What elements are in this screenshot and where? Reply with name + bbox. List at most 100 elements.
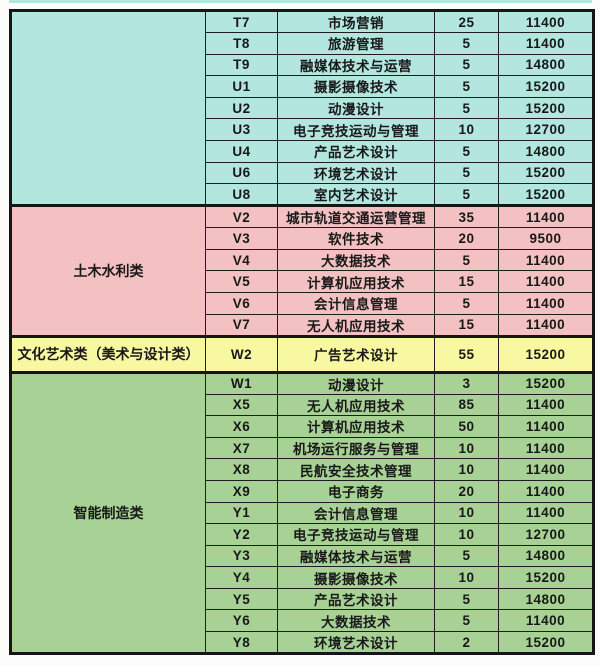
major-cell: 计算机应用技术 xyxy=(277,270,435,293)
code-cell: Y5 xyxy=(205,587,278,611)
cutoff-row-sliver xyxy=(9,0,592,3)
code-cell: U8 xyxy=(205,183,278,207)
table-row: T7 市场营销 25 11400 xyxy=(10,9,594,207)
major-cell: 会计信息管理 xyxy=(277,291,435,315)
majors-table: T7 市场营销 25 11400 T8 旅游管理 5 11400 T9 融媒体技术与运营 5 1480… xyxy=(9,9,595,656)
fee-cell: 15200 xyxy=(498,183,594,207)
table-row: Y8 环境艺术设计 2 15200 xyxy=(11,631,594,655)
table-row: T8 旅游管理 5 11400 xyxy=(11,32,594,55)
fee-cell: 14800 xyxy=(498,544,594,568)
fee-cell: 15200 xyxy=(498,566,594,589)
category-cell-culture-art-section: 文化艺术类（美术与设计类） xyxy=(10,334,206,373)
fee-cell: 15200 xyxy=(498,631,594,655)
code-cell: T9 xyxy=(205,53,278,77)
quota-cell: 5 xyxy=(434,183,499,207)
major-cell: 机场运行服务与管理 xyxy=(277,436,435,460)
table-row: U8 室内艺术设计 5 15200 xyxy=(11,183,594,207)
quota-cell: 5 xyxy=(434,139,499,163)
quota-cell: 3 xyxy=(434,370,499,395)
quota-cell: 2 xyxy=(434,631,499,655)
code-cell: V2 xyxy=(205,204,278,229)
code-cell: V5 xyxy=(205,270,278,293)
fee-cell: 11400 xyxy=(498,291,594,315)
fee-cell: 15200 xyxy=(498,334,594,373)
table-row: V5 计算机应用技术 15 11400 xyxy=(11,270,594,293)
quota-cell: 10 xyxy=(434,523,499,546)
major-cell: 产品艺术设计 xyxy=(277,139,435,163)
fee-cell: 9500 xyxy=(498,227,594,250)
major-cell: 摄影摄像技术 xyxy=(277,566,435,589)
table-row: Y3 融媒体技术与运营 5 14800 xyxy=(11,544,594,568)
major-cell: 动漫设计 xyxy=(277,96,435,120)
major-cell: 融媒体技术与运营 xyxy=(277,544,435,568)
fee-cell: 15200 xyxy=(498,75,594,98)
category-cell-civil-water-section: 土木水利类 xyxy=(10,204,206,337)
major-cell: 市场营销 xyxy=(277,10,435,33)
major-cell: 民航安全技术管理 xyxy=(277,458,435,481)
table-row: 土木水利类 V2 城市轨道交通运营管理 35 11400 xyxy=(10,204,594,337)
table-row: Y1 会计信息管理 10 11400 xyxy=(11,501,594,525)
major-cell: 电子竞技运动与管理 xyxy=(277,118,435,141)
table-row: X6 计算机应用技术 50 11400 xyxy=(11,415,594,438)
table-row: X5 无人机应用技术 85 11400 xyxy=(11,393,594,417)
major-cell: 大数据技术 xyxy=(277,609,435,633)
fee-cell: 11400 xyxy=(498,313,594,337)
code-cell: U6 xyxy=(205,161,278,185)
table-row: Y6 大数据技术 5 11400 xyxy=(11,609,594,633)
fee-cell: 11400 xyxy=(498,393,594,417)
fee-cell: 14800 xyxy=(498,587,594,611)
fee-cell: 11400 xyxy=(498,479,594,503)
quota-cell: 35 xyxy=(434,204,499,229)
quota-cell: 50 xyxy=(434,415,499,438)
code-cell: Y8 xyxy=(205,631,278,655)
code-cell: T7 xyxy=(205,10,278,33)
code-cell: Y6 xyxy=(205,609,278,633)
major-cell: 动漫设计 xyxy=(277,370,435,395)
major-cell: 计算机应用技术 xyxy=(277,415,435,438)
table-row: U4 产品艺术设计 5 14800 xyxy=(11,139,594,163)
major-cell: 无人机应用技术 xyxy=(277,313,435,337)
major-cell: 环境艺术设计 xyxy=(277,161,435,185)
code-cell: U1 xyxy=(205,75,278,98)
quota-cell: 25 xyxy=(434,10,499,33)
quota-cell: 5 xyxy=(434,32,499,55)
code-cell: U3 xyxy=(205,118,278,141)
code-cell: X9 xyxy=(205,479,278,503)
major-cell: 摄影摄像技术 xyxy=(277,75,435,98)
table-row: V7 无人机应用技术 15 11400 xyxy=(11,313,594,337)
major-cell: 电子竞技运动与管理 xyxy=(277,523,435,546)
code-cell: U2 xyxy=(205,96,278,120)
fee-cell: 11400 xyxy=(498,10,594,33)
quota-cell: 5 xyxy=(434,248,499,272)
table-row: 文化艺术类（美术与设计类） W2 广告艺术设计 55 15200 xyxy=(10,334,594,373)
major-cell: 融媒体技术与运营 xyxy=(277,53,435,77)
fee-cell: 11400 xyxy=(498,270,594,293)
table-row: V4 大数据技术 5 11400 xyxy=(11,248,594,272)
quota-cell: 15 xyxy=(434,270,499,293)
quota-cell: 5 xyxy=(434,544,499,568)
code-cell: W2 xyxy=(205,334,278,373)
code-cell: Y1 xyxy=(205,501,278,525)
code-cell: V4 xyxy=(205,248,278,272)
quota-cell: 20 xyxy=(434,479,499,503)
major-cell: 广告艺术设计 xyxy=(277,334,435,373)
table-row: V3 软件技术 20 9500 xyxy=(11,227,594,250)
table-row: X9 电子商务 20 11400 xyxy=(11,479,594,503)
major-cell: 软件技术 xyxy=(277,227,435,250)
quota-cell: 55 xyxy=(434,334,499,373)
code-cell: V6 xyxy=(205,291,278,315)
major-cell: 产品艺术设计 xyxy=(277,587,435,611)
table-row: X8 民航安全技术管理 10 11400 xyxy=(11,458,594,481)
table-row: X7 机场运行服务与管理 10 11400 xyxy=(11,436,594,460)
quota-cell: 20 xyxy=(434,227,499,250)
quota-cell: 85 xyxy=(434,393,499,417)
fee-cell: 15200 xyxy=(498,370,594,395)
table-row: V6 会计信息管理 5 11400 xyxy=(11,291,594,315)
table-row: Y2 电子竞技运动与管理 10 12700 xyxy=(11,523,594,546)
table-row: U3 电子竞技运动与管理 10 12700 xyxy=(11,118,594,141)
code-cell: T8 xyxy=(205,32,278,55)
quota-cell: 15 xyxy=(434,313,499,337)
quota-cell: 10 xyxy=(434,118,499,141)
fee-cell: 11400 xyxy=(498,458,594,481)
major-cell: 环境艺术设计 xyxy=(277,631,435,655)
